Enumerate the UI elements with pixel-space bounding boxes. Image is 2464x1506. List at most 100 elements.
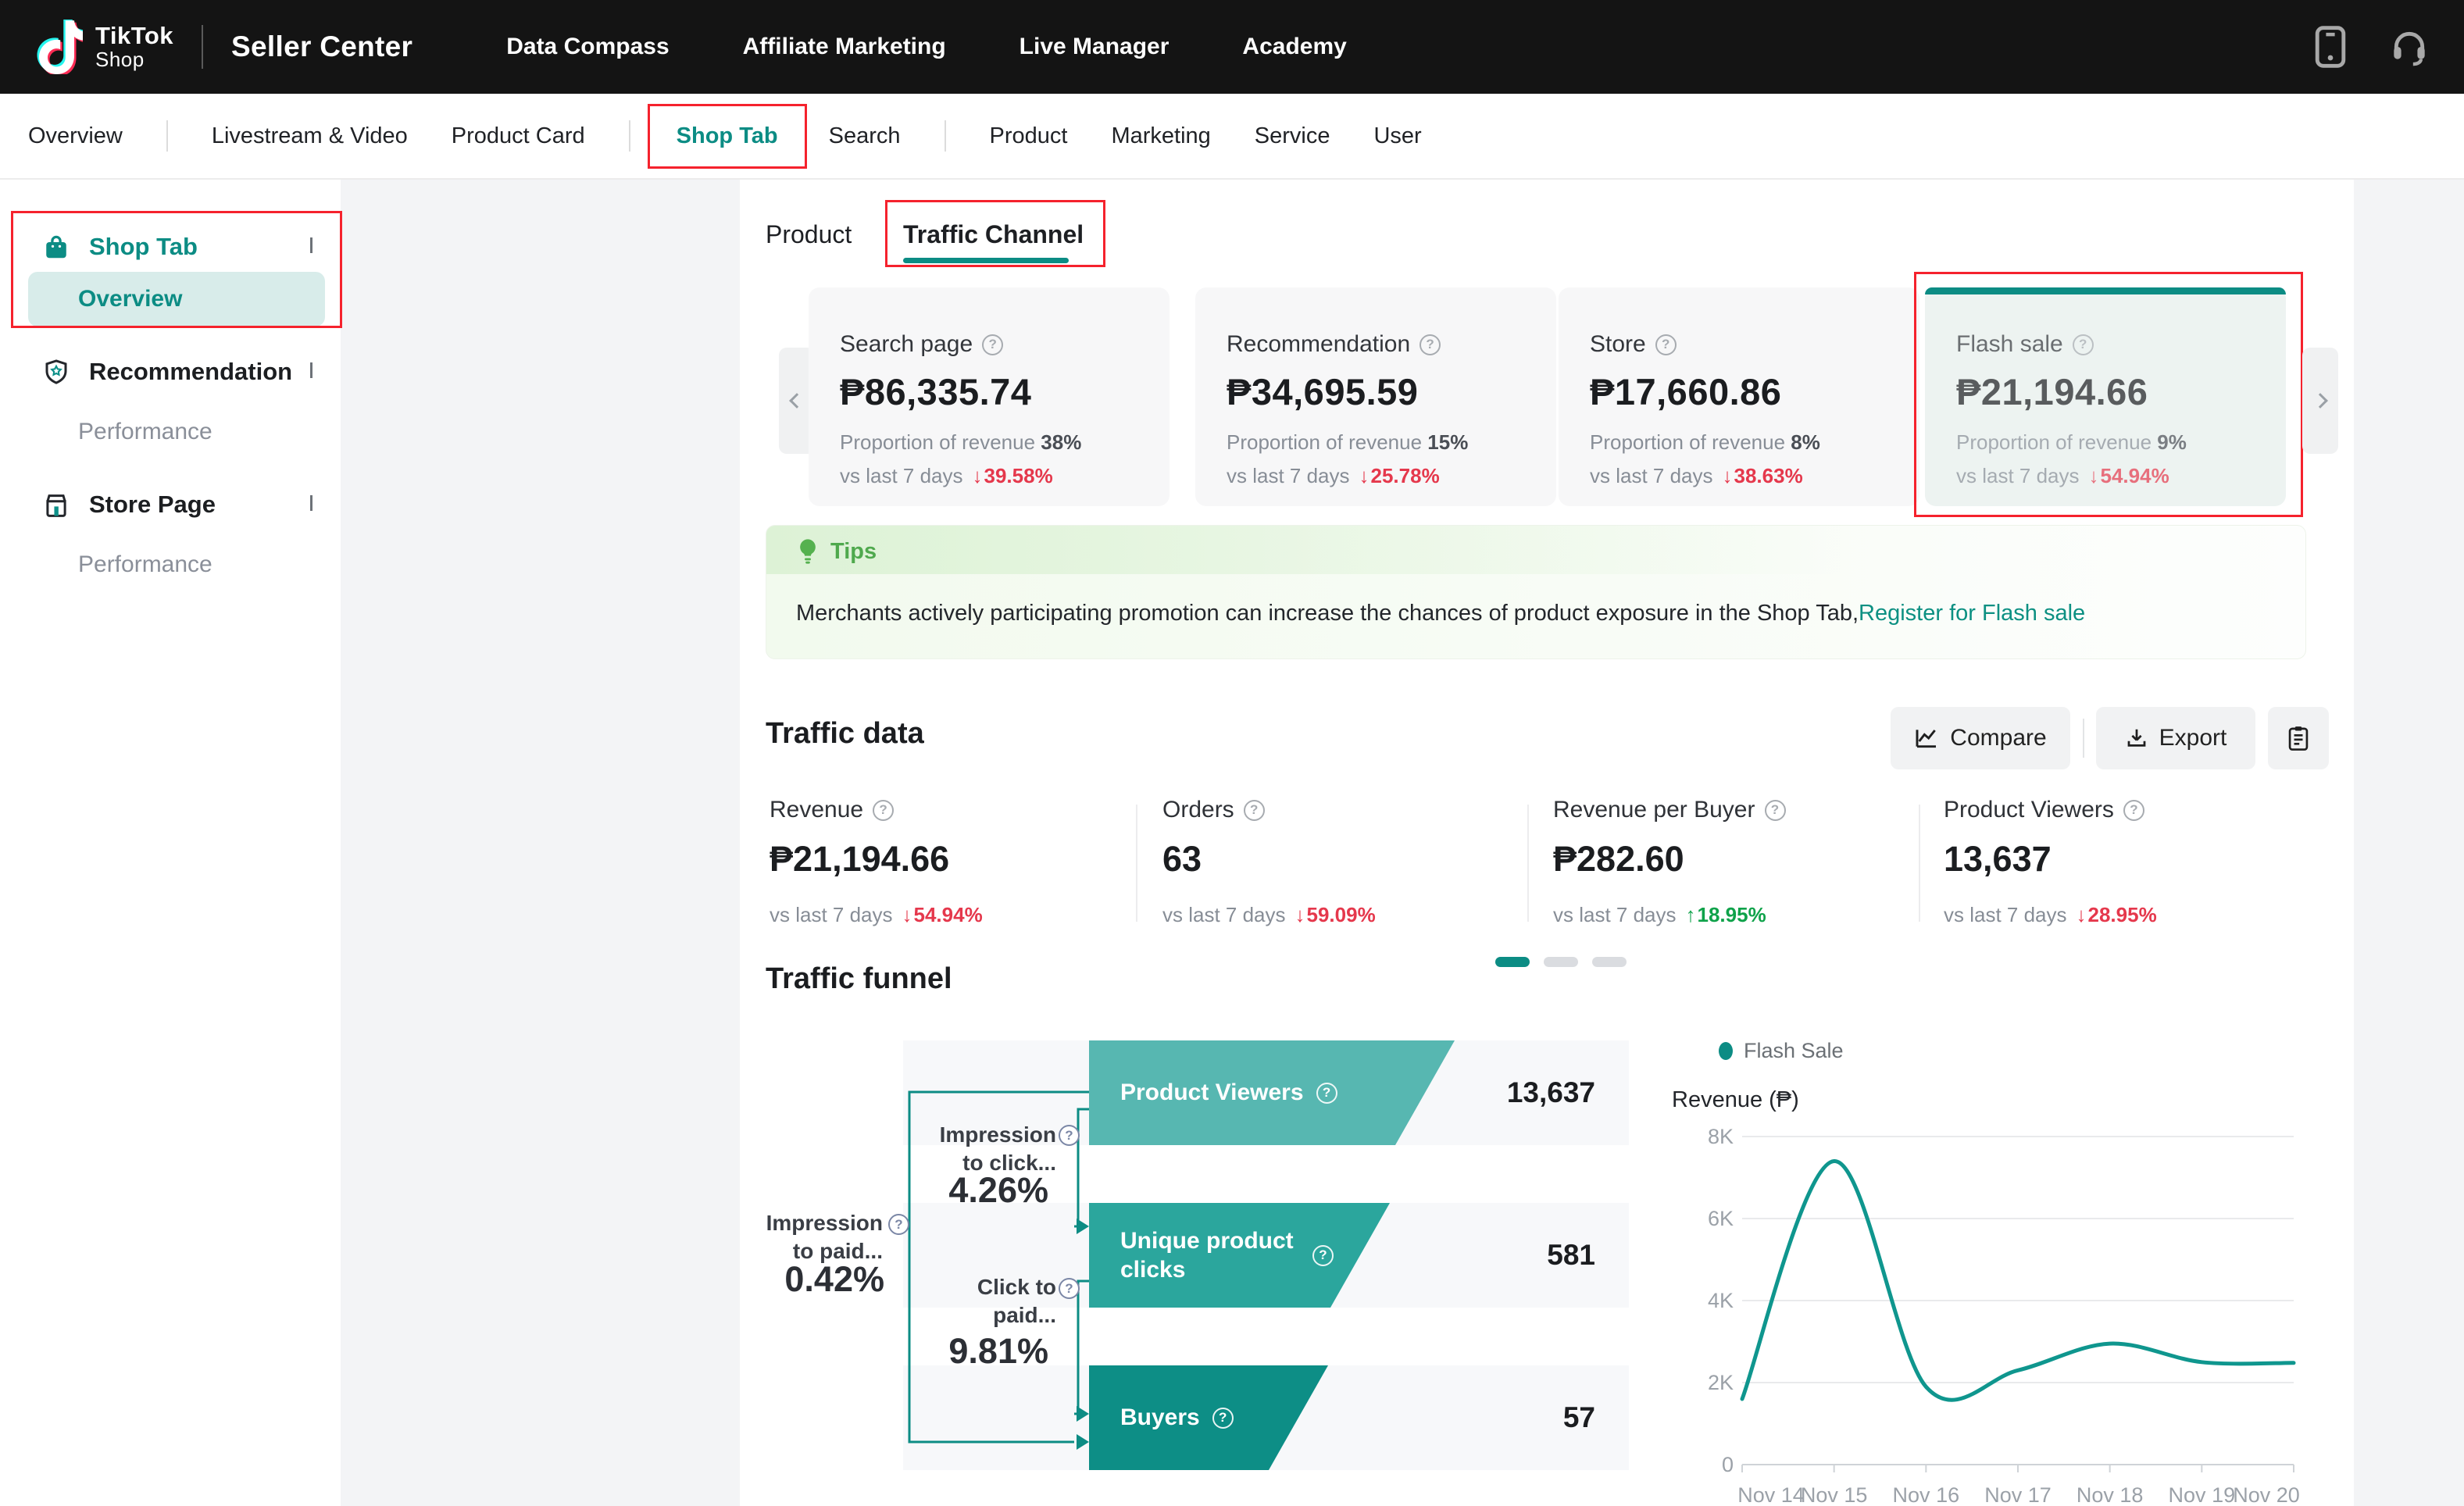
metric-change: 54.94%: [914, 903, 983, 926]
metric-value: 63: [1162, 839, 1506, 880]
support-headset-icon[interactable]: [2389, 27, 2430, 67]
metric-revenue-per-buyer: Revenue per Buyer? ₱282.60 vs last 7 day…: [1553, 797, 1897, 927]
funnel-stage-label: Buyers: [1120, 1403, 1200, 1433]
card-value: ₱21,194.66: [1956, 370, 2255, 413]
sidebar-item-performance-store[interactable]: Performance: [0, 537, 341, 592]
subnav-overview[interactable]: Overview: [28, 123, 123, 149]
top-nav-affiliate-marketing[interactable]: Affiliate Marketing: [743, 34, 946, 60]
top-nav-data-compass[interactable]: Data Compass: [506, 34, 669, 60]
metric-label: Orders: [1162, 797, 1234, 823]
card-title: Store: [1590, 331, 1646, 358]
help-icon[interactable]: ?: [1419, 334, 1441, 355]
svg-text:Nov 17: Nov 17: [1984, 1483, 2052, 1506]
funnel-stage-value: 13,637: [1507, 1040, 1595, 1145]
channel-card-search-page[interactable]: Search page? ₱86,335.74 Proportion of re…: [809, 287, 1170, 506]
page-dot-2[interactable]: [1544, 957, 1578, 967]
metric-divider: [1527, 805, 1529, 922]
help-icon[interactable]: ?: [1212, 1408, 1234, 1429]
channel-card-flash-sale[interactable]: Flash sale? ₱21,194.66 Proportion of rev…: [1925, 287, 2286, 506]
subnav-livestream-video[interactable]: Livestream & Video: [212, 123, 408, 149]
chevron-right-icon: [2312, 393, 2328, 409]
funnel-conversion-arrows: [896, 1031, 1130, 1484]
help-icon[interactable]: ?: [1765, 800, 1786, 821]
help-icon[interactable]: ?: [2073, 334, 2094, 355]
brand-divider: [202, 25, 203, 69]
help-icon[interactable]: ?: [1059, 1278, 1080, 1299]
help-icon[interactable]: ?: [1655, 334, 1677, 355]
tiktok-shop-logo[interactable]: TikTok Shop: [34, 20, 173, 74]
lightbulb-icon: [796, 538, 820, 565]
channel-card-store[interactable]: Store? ₱17,660.86 Proportion of revenue …: [1559, 287, 1919, 506]
help-icon[interactable]: ?: [982, 334, 1003, 355]
vs-label: vs last 7 days: [1553, 903, 1677, 926]
funnel-stage-label: Unique product clicks: [1120, 1226, 1300, 1285]
card-value: ₱86,335.74: [840, 370, 1138, 413]
metric-change: 28.95%: [2088, 903, 2157, 926]
metric-value: ₱282.60: [1553, 839, 1897, 880]
page-dot-1[interactable]: [1495, 957, 1530, 967]
subnav-shop-tab[interactable]: Shop Tab: [677, 123, 778, 149]
card-title: Recommendation: [1227, 331, 1410, 358]
subnav-divider-3: [945, 120, 946, 152]
compare-chart-icon: [1914, 726, 1939, 751]
sidebar-section-store-page[interactable]: Store Page: [0, 480, 341, 530]
toolbar-divider: [2083, 719, 2084, 758]
subnav-product-card[interactable]: Product Card: [452, 123, 585, 149]
sidebar-item-performance-recommendation[interactable]: Performance: [0, 405, 341, 459]
top-nav-live-manager[interactable]: Live Manager: [1020, 34, 1170, 60]
help-icon[interactable]: ?: [1059, 1125, 1080, 1146]
subnav-user[interactable]: User: [1373, 123, 1421, 149]
help-icon[interactable]: ?: [1316, 1083, 1337, 1104]
change-value: 38.63%: [1734, 464, 1803, 487]
down-arrow-icon: ↓: [1723, 464, 1733, 487]
page-dot-3[interactable]: [1592, 957, 1627, 967]
svg-text:8K: 8K: [1708, 1125, 1734, 1148]
chart-legend-flash-sale[interactable]: Flash Sale: [1719, 1039, 1844, 1063]
register-flash-sale-link[interactable]: Register for Flash sale: [1859, 601, 2085, 626]
tiktok-note-icon: [34, 20, 83, 74]
subnav-shop-tab-highlight-box: Shop Tab: [648, 104, 807, 169]
subnav-marketing[interactable]: Marketing: [1111, 123, 1210, 149]
top-nav-academy[interactable]: Academy: [1242, 34, 1346, 60]
sidebar-section-recommendation[interactable]: Recommendation: [0, 347, 341, 397]
storefront-icon: [42, 491, 70, 519]
sidebar-item-overview[interactable]: Overview: [28, 272, 325, 327]
report-clipboard-button[interactable]: [2268, 707, 2329, 769]
chevron-up-icon: [310, 237, 312, 253]
export-button[interactable]: Export: [2096, 707, 2255, 769]
down-arrow-icon: ↓: [1359, 464, 1369, 487]
compare-label: Compare: [1950, 725, 2046, 751]
metric-revenue: Revenue? ₱21,194.66 vs last 7 days↓54.94…: [770, 797, 1113, 927]
rate-impression-to-click-label: Impression to click...: [923, 1121, 1056, 1178]
subnav-service[interactable]: Service: [1255, 123, 1330, 149]
tab-product[interactable]: Product: [766, 220, 852, 249]
cards-next-button[interactable]: [2302, 348, 2338, 454]
help-icon[interactable]: ?: [1244, 800, 1265, 821]
help-icon[interactable]: ?: [1312, 1245, 1334, 1266]
vs-label: vs last 7 days: [1956, 464, 2080, 487]
tips-message: Merchants actively participating promoti…: [796, 601, 1859, 626]
legend-dot-icon: [1719, 1042, 1733, 1060]
sidebar-label-shop-tab: Shop Tab: [89, 233, 198, 261]
proportion-label: Proportion of revenue: [1956, 430, 2152, 454]
metric-orders: Orders? 63 vs last 7 days↓59.09%: [1162, 797, 1506, 927]
help-icon[interactable]: ?: [888, 1214, 909, 1235]
sidebar-section-shop-tab[interactable]: Shop Tab: [0, 222, 341, 272]
metric-label: Product Viewers: [1944, 797, 2114, 823]
help-icon[interactable]: ?: [873, 800, 894, 821]
subnav-search[interactable]: Search: [829, 123, 901, 149]
metric-value: ₱21,194.66: [770, 839, 1113, 880]
tab-traffic-channel[interactable]: Traffic Channel: [903, 220, 1084, 249]
tips-header-strip: [766, 526, 2305, 574]
subnav-product[interactable]: Product: [990, 123, 1068, 149]
metric-change: 18.95%: [1698, 903, 1766, 926]
svg-text:2K: 2K: [1708, 1371, 1734, 1394]
legend-label: Flash Sale: [1744, 1039, 1844, 1063]
compare-button[interactable]: Compare: [1891, 707, 2070, 769]
metric-divider: [1136, 805, 1137, 922]
mobile-app-icon[interactable]: [2314, 25, 2347, 69]
down-arrow-icon: ↓: [902, 903, 912, 926]
channel-card-recommendation[interactable]: Recommendation? ₱34,695.59 Proportion of…: [1195, 287, 1556, 506]
card-value: ₱34,695.59: [1227, 370, 1525, 413]
help-icon[interactable]: ?: [2123, 800, 2144, 821]
